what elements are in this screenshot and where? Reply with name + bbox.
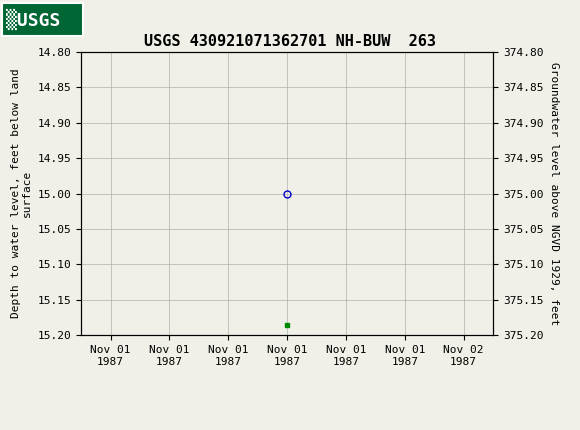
Y-axis label: Depth to water level, feet below land
surface: Depth to water level, feet below land su… [10, 69, 32, 318]
FancyBboxPatch shape [2, 3, 83, 36]
Text: USGS 430921071362701 NH-BUW  263: USGS 430921071362701 NH-BUW 263 [144, 34, 436, 49]
Text: ▒USGS: ▒USGS [6, 9, 60, 30]
Y-axis label: Groundwater level above NGVD 1929, feet: Groundwater level above NGVD 1929, feet [549, 62, 559, 325]
